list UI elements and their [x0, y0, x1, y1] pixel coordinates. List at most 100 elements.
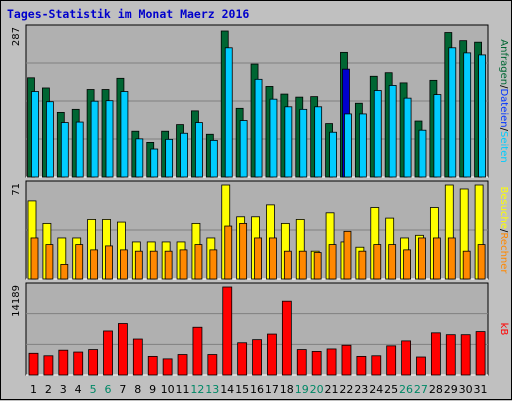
sites-bar — [90, 249, 99, 280]
kbytes-bar — [445, 334, 456, 376]
day-tick-label: 7 — [119, 383, 126, 396]
day-tick-label: 16 — [250, 383, 264, 396]
kbytes-bar — [222, 286, 233, 376]
pages-bar — [448, 47, 457, 178]
legend-entry: Seiten — [498, 131, 509, 163]
pages-bar — [299, 108, 308, 178]
sites-bar — [105, 245, 113, 280]
day-tick-label: 18 — [280, 383, 294, 396]
kbytes-bar — [281, 300, 292, 376]
pages-bar — [239, 120, 248, 178]
kbytes-bar — [103, 330, 113, 376]
sites-bar — [30, 237, 39, 280]
pages-bar — [75, 121, 84, 178]
kbytes-bar — [192, 326, 203, 376]
y-max-label: 71 — [11, 183, 22, 196]
day-tick-label: 13 — [205, 383, 219, 396]
legend-entry: kB — [498, 323, 509, 336]
kbytes-bar — [43, 355, 54, 376]
day-tick-label: 10 — [161, 383, 175, 396]
pages-bar — [463, 52, 472, 178]
visits-sites-panel: 71 Besuche/Rechner — [11, 180, 509, 280]
kbytes-bar — [430, 332, 441, 376]
y-max-label: 14189 — [11, 285, 22, 317]
kbytes-bar — [132, 338, 143, 376]
sites-bar — [462, 250, 471, 280]
side-legend: Besuche/Rechner — [498, 186, 509, 274]
day-tick-label: 21 — [325, 383, 339, 396]
pages-bar — [120, 91, 129, 178]
pages-bar — [60, 122, 69, 178]
day-tick-label: 30 — [459, 383, 473, 396]
pages-bar — [478, 54, 486, 178]
day-tick-label: 28 — [429, 383, 443, 396]
pages-bar — [31, 91, 39, 178]
side-legend: Anfragen/Dateien/Seiten — [498, 39, 509, 162]
hits-files-pages-panel: 287 Anfragen/Dateien/Seiten — [11, 24, 509, 178]
kbytes-bar — [147, 355, 158, 376]
kbytes-bar — [73, 351, 84, 376]
kbytes-bar — [28, 352, 39, 376]
sites-bar — [328, 244, 337, 280]
sites-bar — [194, 244, 203, 280]
pages-bar — [433, 94, 442, 178]
kbytes-bar — [267, 333, 277, 376]
day-tick-label: 27 — [414, 383, 428, 396]
pages-bar — [105, 100, 114, 178]
pages-bar — [165, 138, 174, 178]
sites-bar — [239, 222, 248, 280]
sites-bar — [134, 250, 143, 280]
day-tick-label: 8 — [134, 383, 141, 396]
kbytes-bar — [475, 331, 486, 376]
kbytes-bar — [386, 345, 397, 376]
sites-bar — [418, 237, 426, 280]
sites-bar — [358, 250, 367, 280]
legend-entry: / — [498, 128, 509, 132]
sites-bar — [75, 244, 84, 280]
day-tick-label: 6 — [104, 383, 111, 396]
sites-bar — [447, 237, 456, 280]
day-tick-label: 20 — [310, 383, 324, 396]
day-tick-label: 17 — [265, 383, 279, 396]
sites-bar — [45, 244, 54, 280]
sites-bar — [254, 237, 262, 280]
kbytes-bar — [252, 339, 262, 376]
day-tick-label: 12 — [190, 383, 204, 396]
sites-bar — [149, 250, 158, 280]
day-tick-label: 15 — [235, 383, 249, 396]
kbytes-bar — [326, 348, 337, 376]
legend-entry: Rechner — [498, 232, 509, 274]
side-legend: kB — [498, 323, 509, 336]
day-tick-label: 22 — [339, 383, 353, 396]
pages-bar — [329, 131, 337, 178]
pages-bar — [403, 97, 412, 178]
sites-bar — [179, 249, 188, 280]
pages-bar — [224, 47, 233, 178]
day-tick-label: 29 — [444, 383, 458, 396]
pages-bar — [90, 100, 99, 178]
kbytes-bar — [177, 354, 188, 376]
pages-bar — [344, 113, 352, 178]
kbytes-bar — [401, 340, 411, 376]
pages-bar — [195, 122, 203, 178]
day-tick-label: 4 — [75, 383, 82, 396]
sites-bar — [164, 250, 173, 280]
legend-entry: / — [498, 85, 509, 89]
x-axis-day-labels: 1 2 3 4 5 6 7 8 9 10 11 12 13 14 15 16 17 18 19 20 21 22 23 24 2… — [30, 383, 488, 396]
pages-bar — [254, 78, 263, 178]
day-tick-label: 24 — [369, 383, 383, 396]
legend-entry: Dateien — [498, 88, 509, 127]
sites-bar — [209, 249, 218, 280]
day-tick-label: 11 — [175, 383, 189, 396]
day-tick-label: 14 — [220, 383, 234, 396]
kbytes-bar — [371, 355, 382, 376]
y-max-label: 287 — [11, 27, 22, 46]
sites-bar — [403, 249, 411, 280]
kbytes-bar — [207, 354, 218, 376]
kbytes-bar — [88, 349, 99, 376]
day-tick-label: 25 — [384, 383, 398, 396]
day-tick-label: 19 — [295, 383, 309, 396]
day-tick-label: 23 — [354, 383, 368, 396]
kbytes-bar — [311, 351, 322, 376]
